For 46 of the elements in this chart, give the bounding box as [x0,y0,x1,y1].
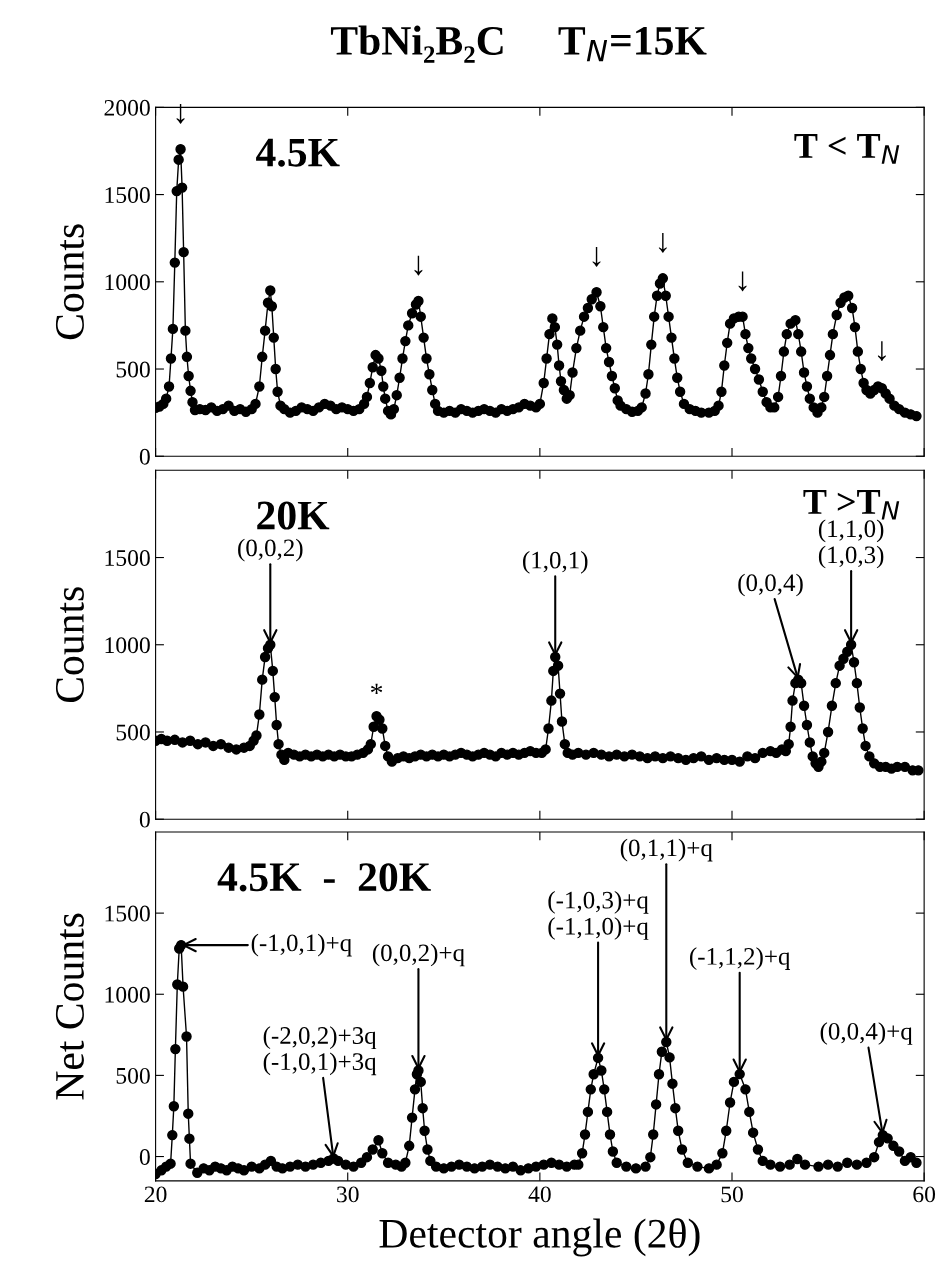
annotation: (-2,0,2)+3q (-1,0,1)+3q [263,1026,377,1076]
y-tick-label: 1000 [105,274,150,291]
annotation: ↓ [592,246,601,267]
annotation: (0,0,4)+q [820,1022,913,1045]
annotation: (0,0,2)+q [372,943,465,967]
annotation: (-1,1,2)+q [690,947,791,970]
annotation: 4.5K - 20K [217,863,431,892]
annotation: (-1,0,1)+q [251,933,352,957]
annotation: * [370,683,383,695]
y-tick-label: 1500 [105,187,150,203]
annotation: (1,1,0) (1,0,3) [818,519,884,569]
y-tick-label: 1500 [105,550,150,566]
y-tick-label: 2000 [104,99,150,116]
x-tick-label: 50 [721,1186,743,1203]
y-tick-label: 500 [116,1067,150,1084]
annotation: (-1,0,3)+q (-1,1,0)+q [548,891,649,940]
annotation: (1,0,1) [523,550,588,574]
chart-title: TbNi₂B₂C T$_{N}$=15K [330,25,707,63]
annotation: ↓ [658,233,667,253]
annotation: T >T$_{N}$ [803,490,900,520]
annotation: ↓ [738,271,747,292]
annotation: (0,1,1)+q [620,838,713,862]
y-tick-label: 1500 [105,905,150,922]
annotation: T < T$_{N}$ [794,134,900,164]
y-tick-label: 500 [116,361,150,378]
x-tick-label: 40 [528,1186,551,1203]
y-axis-title: Counts [55,224,84,340]
x-axis-title: Detector angle (2θ) [379,1218,700,1257]
y-tick-label: 1000 [105,637,150,654]
annotation: (0,0,4) [738,573,803,597]
y-tick-label: 1000 [105,986,150,1003]
x-tick-label: 60 [913,1186,936,1203]
y-tick-label: 0 [139,1149,150,1165]
annotation: 4.5K [256,138,340,167]
annotation: ↓ [877,341,886,361]
annotation: ↓ [176,103,185,124]
y-axis-title: Net Counts [55,913,84,1100]
y-axis-title: Counts [55,587,84,703]
y-tick-label: 500 [116,724,150,741]
annotation: 20K [257,501,330,530]
annotation: (0,0,2) [238,538,303,562]
annotation: ↓ [414,255,423,276]
y-tick-label: 0 [139,811,150,828]
x-tick-label: 20 [144,1186,167,1203]
y-tick-label: 0 [139,448,150,465]
x-tick-label: 30 [337,1186,359,1203]
